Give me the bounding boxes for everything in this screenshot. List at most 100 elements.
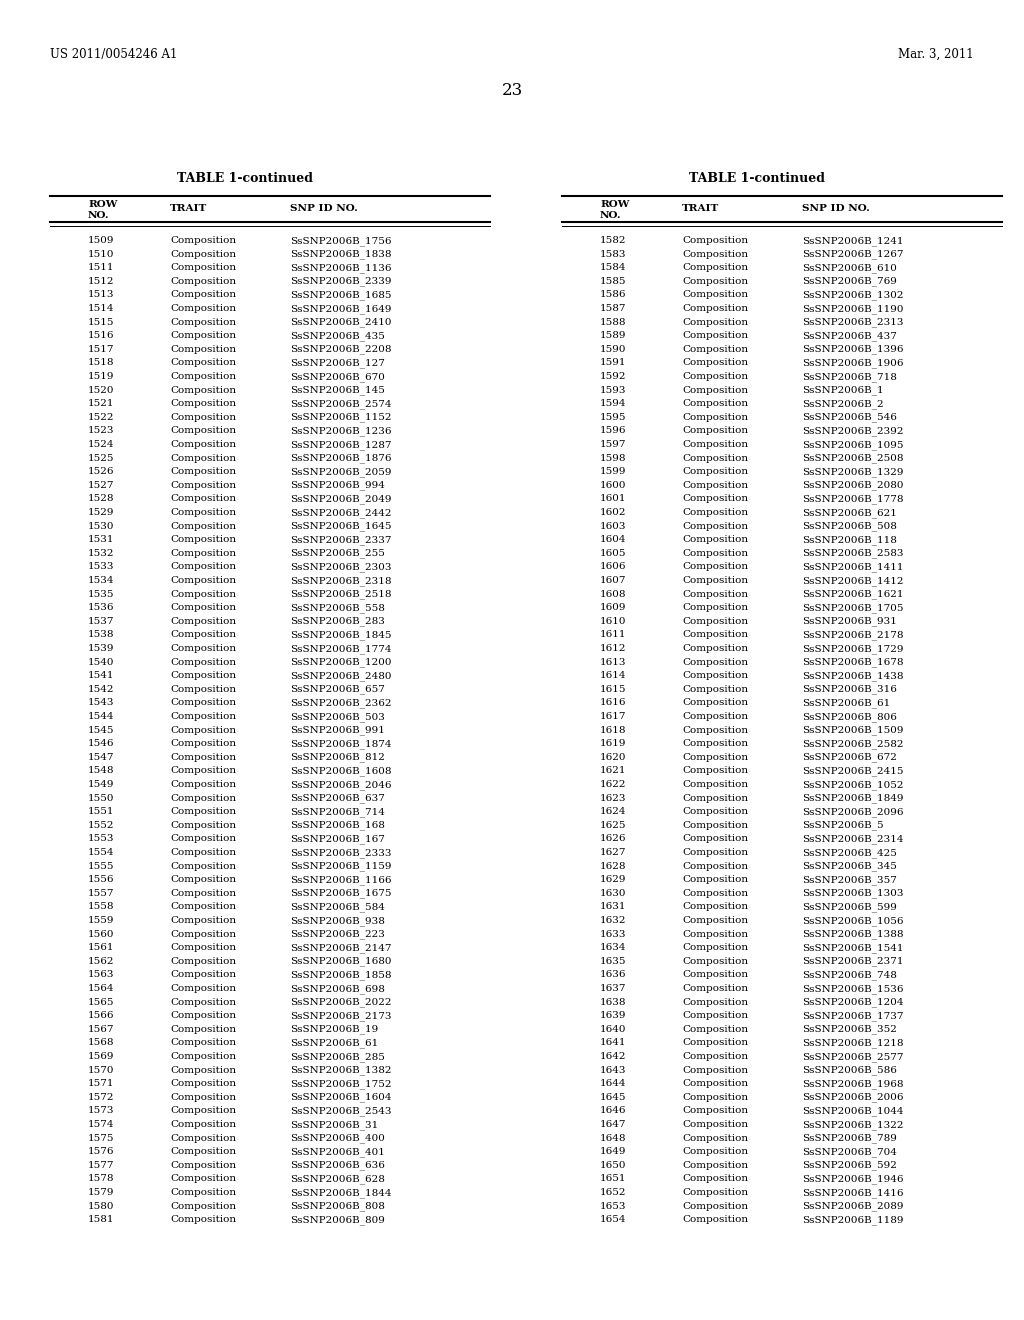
Text: Composition: Composition (170, 590, 237, 598)
Text: Composition: Composition (170, 1134, 237, 1143)
Text: SsSNP2006B_1152: SsSNP2006B_1152 (290, 413, 391, 422)
Text: Composition: Composition (170, 970, 237, 979)
Text: 1538: 1538 (88, 631, 115, 639)
Text: Composition: Composition (682, 521, 749, 531)
Text: Composition: Composition (170, 549, 237, 558)
Text: SsSNP2006B_2480: SsSNP2006B_2480 (290, 671, 391, 681)
Text: 1611: 1611 (600, 631, 627, 639)
Text: SsSNP2006B_1204: SsSNP2006B_1204 (802, 998, 903, 1007)
Text: Composition: Composition (170, 1065, 237, 1074)
Text: SsSNP2006B_2178: SsSNP2006B_2178 (802, 631, 903, 640)
Text: SsSNP2006B_283: SsSNP2006B_283 (290, 616, 385, 627)
Text: SNP ID NO.: SNP ID NO. (290, 205, 357, 213)
Text: 1527: 1527 (88, 480, 115, 490)
Text: 1625: 1625 (600, 821, 627, 830)
Text: Composition: Composition (170, 888, 237, 898)
Text: 1549: 1549 (88, 780, 115, 789)
Text: 1652: 1652 (600, 1188, 627, 1197)
Text: SsSNP2006B_2318: SsSNP2006B_2318 (290, 576, 391, 586)
Text: Composition: Composition (682, 875, 749, 884)
Text: Composition: Composition (170, 998, 237, 1007)
Text: 23: 23 (502, 82, 522, 99)
Text: 1510: 1510 (88, 249, 115, 259)
Text: SsSNP2006B_316: SsSNP2006B_316 (802, 685, 897, 694)
Text: Composition: Composition (682, 780, 749, 789)
Text: 1639: 1639 (600, 1011, 627, 1020)
Text: Composition: Composition (682, 1065, 749, 1074)
Text: SsSNP2006B_698: SsSNP2006B_698 (290, 983, 385, 994)
Text: SsSNP2006B_401: SsSNP2006B_401 (290, 1147, 385, 1156)
Text: Composition: Composition (170, 603, 237, 612)
Text: 1577: 1577 (88, 1160, 115, 1170)
Text: SsSNP2006B_167: SsSNP2006B_167 (290, 834, 385, 843)
Text: Composition: Composition (170, 671, 237, 680)
Text: Composition: Composition (682, 821, 749, 830)
Text: SsSNP2006B_1396: SsSNP2006B_1396 (802, 345, 903, 355)
Text: Composition: Composition (170, 875, 237, 884)
Text: 1554: 1554 (88, 847, 115, 857)
Text: SsSNP2006B_127: SsSNP2006B_127 (290, 359, 385, 368)
Text: 1603: 1603 (600, 521, 627, 531)
Text: Composition: Composition (682, 590, 749, 598)
Text: Composition: Composition (682, 345, 749, 354)
Text: Composition: Composition (170, 562, 237, 572)
Text: Composition: Composition (682, 1134, 749, 1143)
Text: SsSNP2006B_938: SsSNP2006B_938 (290, 916, 385, 925)
Text: Composition: Composition (682, 1175, 749, 1184)
Text: SsSNP2006B_1166: SsSNP2006B_1166 (290, 875, 391, 884)
Text: 1620: 1620 (600, 752, 627, 762)
Text: SsSNP2006B_1678: SsSNP2006B_1678 (802, 657, 903, 668)
Text: 1602: 1602 (600, 508, 627, 517)
Text: 1627: 1627 (600, 847, 627, 857)
Text: Composition: Composition (682, 1119, 749, 1129)
Text: TABLE 1-continued: TABLE 1-continued (689, 172, 825, 185)
Text: 1581: 1581 (88, 1216, 115, 1224)
Text: Composition: Composition (170, 385, 237, 395)
Text: 1600: 1600 (600, 480, 627, 490)
Text: 1614: 1614 (600, 671, 627, 680)
Text: SsSNP2006B_2: SsSNP2006B_2 (802, 399, 884, 409)
Text: Composition: Composition (170, 1093, 237, 1102)
Text: SsSNP2006B_2371: SsSNP2006B_2371 (802, 957, 903, 966)
Text: Composition: Composition (682, 834, 749, 843)
Text: SsSNP2006B_31: SsSNP2006B_31 (290, 1119, 378, 1130)
Text: Composition: Composition (170, 821, 237, 830)
Text: Composition: Composition (170, 808, 237, 816)
Text: 1634: 1634 (600, 944, 627, 952)
Text: Composition: Composition (682, 671, 749, 680)
Text: Composition: Composition (682, 767, 749, 775)
Text: 1618: 1618 (600, 726, 627, 735)
Text: SsSNP2006B_599: SsSNP2006B_599 (802, 903, 897, 912)
Text: 1525: 1525 (88, 454, 115, 462)
Text: Composition: Composition (170, 957, 237, 966)
Text: Composition: Composition (682, 399, 749, 408)
Text: 1651: 1651 (600, 1175, 627, 1184)
Text: Composition: Composition (682, 535, 749, 544)
Text: SsSNP2006B_1874: SsSNP2006B_1874 (290, 739, 391, 748)
Text: SsSNP2006B_1608: SsSNP2006B_1608 (290, 767, 391, 776)
Text: 1578: 1578 (88, 1175, 115, 1184)
Text: 1561: 1561 (88, 944, 115, 952)
Text: Composition: Composition (170, 903, 237, 911)
Text: 1509: 1509 (88, 236, 115, 246)
Text: Composition: Composition (682, 263, 749, 272)
Text: Composition: Composition (170, 576, 237, 585)
Text: 1580: 1580 (88, 1201, 115, 1210)
Text: SsSNP2006B_2577: SsSNP2006B_2577 (802, 1052, 903, 1061)
Text: SsSNP2006B_672: SsSNP2006B_672 (802, 752, 897, 763)
Text: Composition: Composition (682, 1093, 749, 1102)
Text: 1511: 1511 (88, 263, 115, 272)
Text: 1599: 1599 (600, 467, 627, 477)
Text: SsSNP2006B_1241: SsSNP2006B_1241 (802, 236, 903, 246)
Text: SsSNP2006B_1322: SsSNP2006B_1322 (802, 1119, 903, 1130)
Text: 1622: 1622 (600, 780, 627, 789)
Text: Composition: Composition (682, 454, 749, 462)
Text: 1624: 1624 (600, 808, 627, 816)
Text: Composition: Composition (682, 277, 749, 286)
Text: SsSNP2006B_425: SsSNP2006B_425 (802, 847, 897, 858)
Text: 1605: 1605 (600, 549, 627, 558)
Text: SsSNP2006B_2442: SsSNP2006B_2442 (290, 508, 391, 517)
Text: 1586: 1586 (600, 290, 627, 300)
Text: SsSNP2006B_657: SsSNP2006B_657 (290, 685, 385, 694)
Text: Composition: Composition (170, 1052, 237, 1061)
